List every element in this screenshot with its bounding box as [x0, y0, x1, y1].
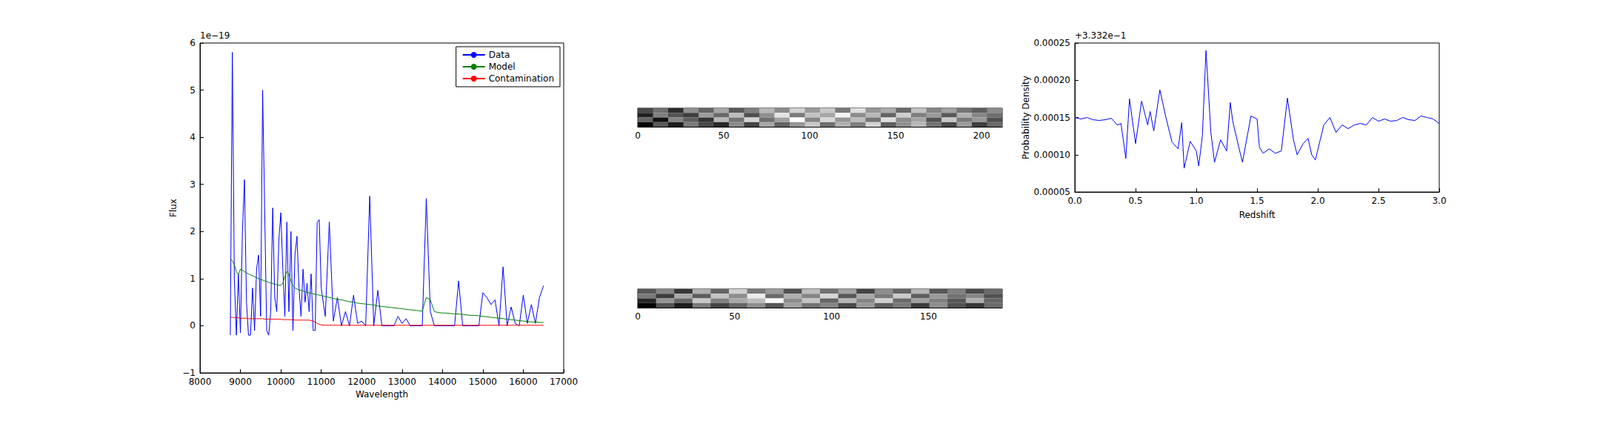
svg-text:Probability Density: Probability Density [1020, 75, 1032, 160]
svg-text:8000: 8000 [188, 376, 212, 387]
svg-text:5: 5 [189, 85, 196, 96]
svg-text:+3.332e−1: +3.332e−1 [1074, 30, 1126, 41]
svg-text:1.0: 1.0 [1188, 195, 1203, 206]
svg-text:0.00020: 0.00020 [1033, 74, 1071, 86]
svg-text:13000: 13000 [388, 376, 417, 387]
svg-text:Wavelength: Wavelength [355, 388, 409, 400]
svg-text:12000: 12000 [347, 376, 376, 387]
svg-text:15000: 15000 [468, 376, 498, 387]
svg-text:Flux: Flux [168, 198, 179, 218]
svg-text:0: 0 [634, 130, 641, 141]
svg-text:2.0: 2.0 [1310, 195, 1325, 206]
svg-text:Model: Model [488, 61, 516, 72]
svg-text:Redshift: Redshift [1239, 209, 1276, 220]
svg-text:100: 100 [822, 311, 840, 322]
svg-text:16000: 16000 [508, 376, 538, 387]
svg-text:100: 100 [801, 130, 819, 141]
svg-text:1: 1 [189, 273, 196, 284]
svg-text:50: 50 [728, 311, 740, 322]
svg-text:200: 200 [973, 130, 991, 141]
svg-text:0: 0 [189, 320, 196, 331]
svg-text:−1: −1 [182, 367, 196, 378]
svg-text:14000: 14000 [428, 376, 457, 387]
svg-text:2.5: 2.5 [1371, 195, 1386, 206]
svg-text:6: 6 [189, 37, 196, 49]
svg-text:150: 150 [920, 311, 938, 322]
svg-text:0.00015: 0.00015 [1033, 112, 1071, 123]
svg-text:17000: 17000 [549, 376, 578, 387]
svg-text:2: 2 [189, 225, 196, 237]
svg-text:10000: 10000 [266, 376, 295, 387]
svg-text:0: 0 [634, 311, 641, 322]
svg-text:Data: Data [488, 49, 511, 60]
svg-text:3.0: 3.0 [1431, 195, 1446, 206]
svg-text:Contamination: Contamination [488, 73, 555, 84]
svg-text:150: 150 [887, 130, 905, 141]
svg-text:0.0: 0.0 [1067, 195, 1082, 206]
svg-text:1e−19: 1e−19 [200, 30, 230, 41]
svg-text:0.00010: 0.00010 [1033, 149, 1071, 160]
svg-text:0.5: 0.5 [1128, 195, 1143, 206]
svg-text:4: 4 [189, 131, 196, 143]
svg-text:1.5: 1.5 [1249, 195, 1264, 206]
svg-text:50: 50 [717, 130, 729, 141]
svg-text:0.00005: 0.00005 [1033, 186, 1071, 198]
svg-text:3: 3 [189, 179, 196, 190]
svg-text:0.00025: 0.00025 [1033, 37, 1071, 49]
svg-text:9000: 9000 [228, 376, 252, 387]
svg-text:11000: 11000 [307, 376, 336, 387]
